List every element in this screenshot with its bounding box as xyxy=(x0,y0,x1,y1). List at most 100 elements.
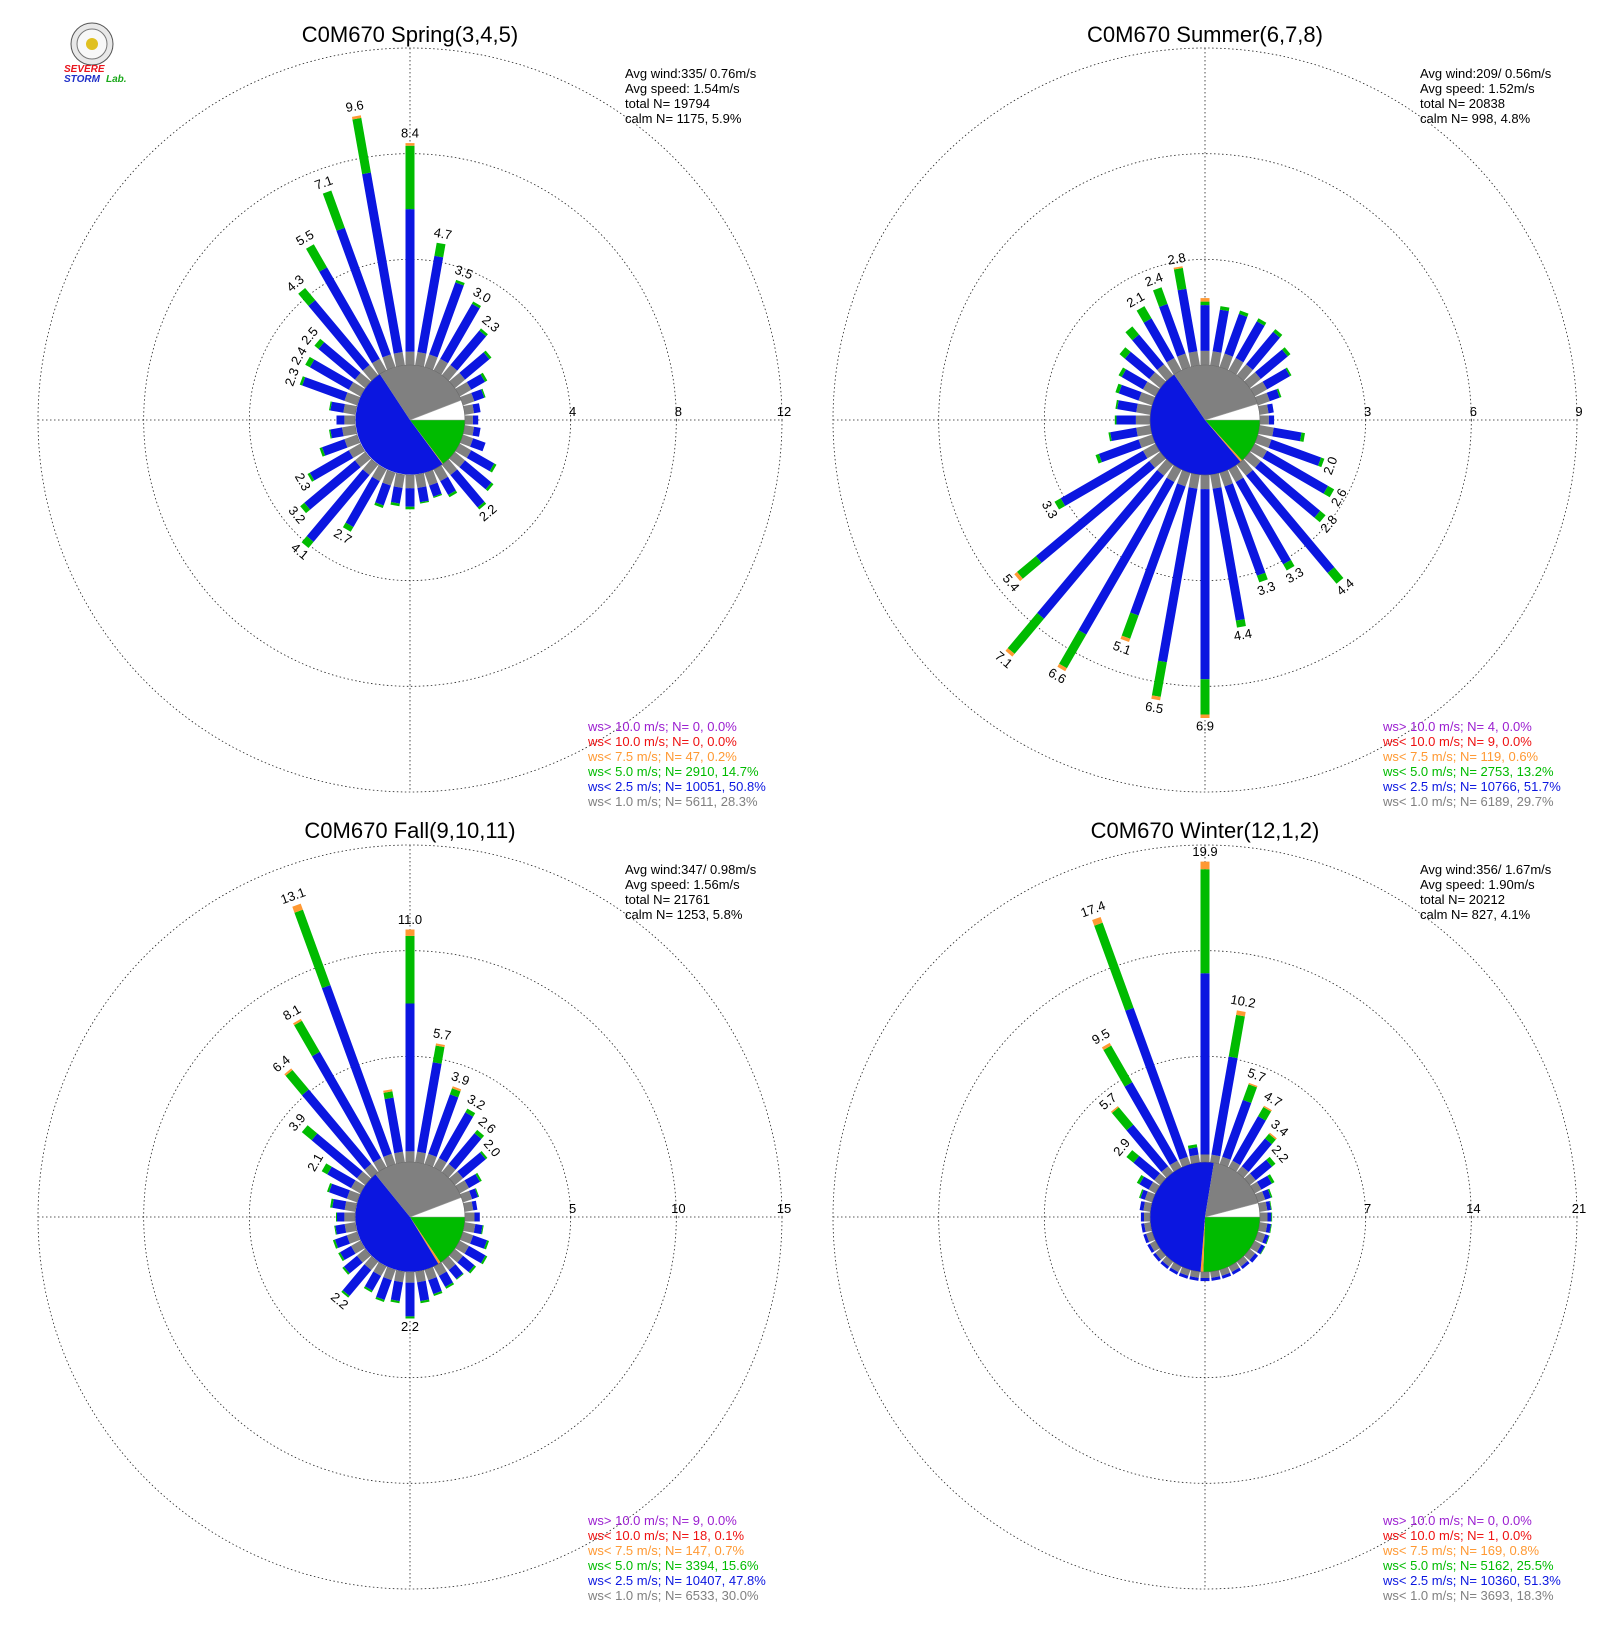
bar-segment-lt25 xyxy=(311,1133,363,1179)
ring-circle xyxy=(143,153,677,687)
wind-bar: 7.1 xyxy=(313,172,396,370)
bar-segment-lt1 xyxy=(1189,1154,1200,1164)
bar-segment-lt25 xyxy=(405,1282,415,1317)
bar-segment-lt25 xyxy=(438,1271,453,1287)
bar-segment-lt25 xyxy=(405,209,415,352)
speed-pie xyxy=(354,364,466,476)
bar-segment-lt25 xyxy=(1141,1223,1146,1233)
bar-segment-lt5 xyxy=(352,117,371,175)
bar-segment-lt1 xyxy=(465,415,473,425)
bar-segment-lt25 xyxy=(1169,1267,1179,1275)
legend-entry-lt10: ws< 10.0 m/s; N= 18, 0.1% xyxy=(587,1528,745,1543)
bar-segment-lt1 xyxy=(348,443,365,458)
bar-segment-lt25 xyxy=(1130,483,1186,616)
bar-segment-lt75 xyxy=(1236,1010,1246,1017)
legend-entry-gt10: ws> 10.0 m/s; N= 0, 0.0% xyxy=(587,719,737,734)
bar-segment-lt1 xyxy=(1258,1201,1268,1212)
bar-segment-lt1 xyxy=(1219,1156,1231,1167)
wind-bar xyxy=(1244,347,1291,389)
bar-segment-lt25 xyxy=(1140,1212,1144,1222)
bar-segment-lt25 xyxy=(464,1245,486,1264)
bar-segment-lt5 xyxy=(338,1252,345,1262)
bar-segment-lt1 xyxy=(1250,1181,1262,1194)
bar-segment-lt25 xyxy=(345,476,380,528)
wind-bar xyxy=(319,434,360,457)
bar-segment-lt5 xyxy=(405,145,415,210)
bar-segment-lt5 xyxy=(1151,660,1167,697)
bar-segment-lt5 xyxy=(449,1088,461,1098)
bar-segment-lt1 xyxy=(1228,357,1244,375)
bar-segment-lt25 xyxy=(450,469,485,508)
info-line: total N= 20838 xyxy=(1420,96,1505,111)
bar-segment-lt1 xyxy=(463,425,475,436)
pie-outline xyxy=(1149,364,1261,476)
bar-segment-lt1 xyxy=(356,1248,371,1263)
bar-segment-lt1 xyxy=(1260,415,1269,425)
wind-bar xyxy=(449,350,492,389)
bar-segment-lt75 xyxy=(1268,1132,1277,1140)
bar-segment-lt1 xyxy=(342,425,357,437)
bar-segment-lt5 xyxy=(1007,613,1044,654)
bar-segment-lt1 xyxy=(449,451,466,468)
bar-segment-lt25 xyxy=(1212,309,1229,353)
bar-segment-lt25 xyxy=(1268,439,1322,466)
bar-segment-lt1 xyxy=(1236,1166,1249,1178)
legend-entry-lt1: ws< 1.0 m/s; N= 5611, 28.3% xyxy=(587,794,758,809)
bar-segment-lt25 xyxy=(470,1235,488,1249)
bar-segment-lt25 xyxy=(448,1133,482,1170)
bar-segment-lt5 xyxy=(1114,415,1117,425)
bar-segment-lt5 xyxy=(477,501,487,510)
bar-segment-lt5 xyxy=(1269,1224,1272,1234)
bar-segment-lt25 xyxy=(1265,1223,1272,1233)
info-line: Avg wind:347/ 0.98m/s xyxy=(625,862,757,877)
bar-segment-lt5 xyxy=(1111,1107,1134,1131)
wind-bar: 9.5 xyxy=(1089,1025,1182,1172)
wind-bar xyxy=(405,475,415,510)
bar-segment-lt1 xyxy=(1188,351,1200,367)
bar-segment-lt1 xyxy=(393,473,405,488)
bar-segment-lt5 xyxy=(483,350,492,360)
bar-segment-lt25 xyxy=(1116,415,1136,425)
wind-bar xyxy=(1228,1262,1241,1275)
bar-segment-lt5 xyxy=(319,447,326,457)
legend-entry-lt75: ws< 7.5 m/s; N= 119, 0.6% xyxy=(1382,749,1539,764)
bar-segment-lt25 xyxy=(336,227,391,358)
wind-bar xyxy=(449,451,494,492)
bar-segment-lt1 xyxy=(441,1163,456,1178)
bar-segment-lt25 xyxy=(1132,334,1164,370)
bar-segment-lt25 xyxy=(1268,415,1275,425)
wind-bar xyxy=(1115,383,1155,406)
bar-segment-lt25 xyxy=(1200,305,1210,351)
bar-segment-lt5 xyxy=(1121,612,1139,639)
speed-pie xyxy=(1149,364,1261,476)
bar-segment-lt25 xyxy=(1133,1155,1160,1181)
bar-segment-lt25 xyxy=(1140,1189,1148,1200)
bar-segment-lt5 xyxy=(301,1125,318,1141)
bar-segment-lt5 xyxy=(474,1129,485,1139)
bar-segment-lt1 xyxy=(344,415,355,425)
bar-segment-lt5 xyxy=(1108,432,1112,442)
bar-segment-lt5 xyxy=(1327,567,1344,584)
bar-value-label: 4.7 xyxy=(433,225,453,243)
bar-segment-lt5 xyxy=(1228,1014,1245,1059)
bar-segment-lt1 xyxy=(455,1180,469,1194)
bar-segment-lt1 xyxy=(1138,392,1155,406)
bar-segment-lt1 xyxy=(1177,353,1191,370)
bar-segment-lt25 xyxy=(336,415,345,425)
bar-segment-lt25 xyxy=(318,342,361,380)
wind-bar xyxy=(1228,318,1267,375)
bar-segment-lt5 xyxy=(1119,347,1131,359)
pie-slice-lt75 xyxy=(410,1217,441,1264)
wind-bar: 2.2 xyxy=(401,1272,419,1334)
wind-bar xyxy=(374,470,396,508)
bar-segment-lt25 xyxy=(1110,427,1138,441)
bar-segment-lt1 xyxy=(449,1248,464,1263)
bar-segment-lt1 xyxy=(1190,1270,1200,1278)
bar-segment-lt25 xyxy=(1200,1278,1210,1282)
bar-segment-lt1 xyxy=(1200,475,1210,490)
bar-segment-lt25 xyxy=(329,1183,350,1199)
bar-segment-lt1 xyxy=(424,470,438,486)
pie-slice-lt1 xyxy=(1205,1162,1259,1217)
bar-segment-lt5 xyxy=(456,1273,464,1280)
wind-bar: 2.3 xyxy=(282,366,360,406)
